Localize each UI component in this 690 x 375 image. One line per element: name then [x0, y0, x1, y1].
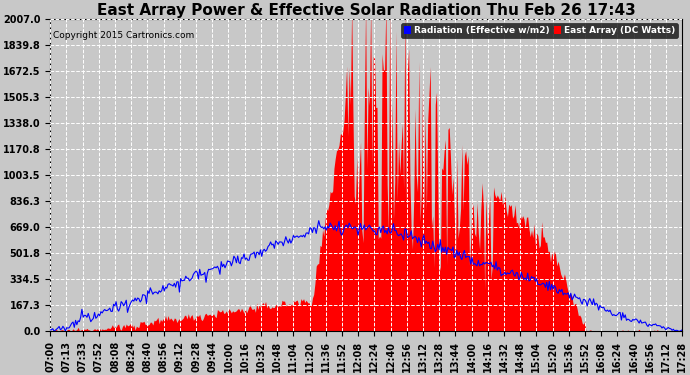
- Legend: Radiation (Effective w/m2), East Array (DC Watts): Radiation (Effective w/m2), East Array (…: [401, 24, 678, 38]
- Title: East Array Power & Effective Solar Radiation Thu Feb 26 17:43: East Array Power & Effective Solar Radia…: [97, 3, 635, 18]
- Text: Copyright 2015 Cartronics.com: Copyright 2015 Cartronics.com: [53, 32, 195, 40]
